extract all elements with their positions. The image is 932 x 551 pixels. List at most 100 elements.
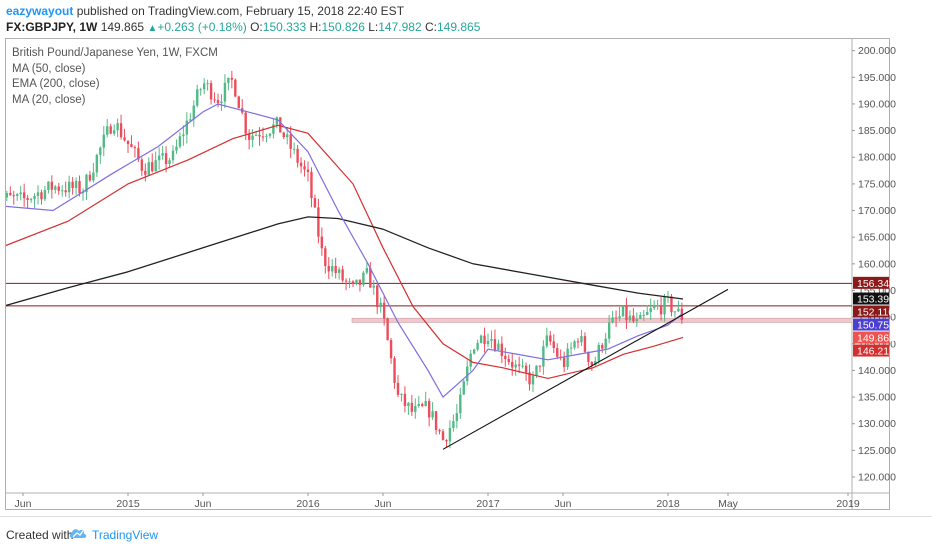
candle-up — [649, 308, 652, 313]
candle-down — [632, 315, 635, 322]
candle-up — [673, 311, 677, 313]
candle-down — [483, 335, 486, 345]
price-label-text: 152.110 — [857, 307, 894, 319]
price-label-text: 149.865 — [857, 333, 895, 345]
publish-info: eazywayout published on TradingView.com,… — [6, 4, 404, 18]
open-label: O: — [250, 20, 263, 34]
x-tick-label: 2018 — [656, 498, 680, 510]
candle-down — [524, 365, 528, 373]
candle-up — [189, 119, 192, 121]
candle-up — [85, 174, 88, 193]
candle-down — [587, 351, 590, 362]
candle-up — [607, 322, 611, 339]
low-label: L: — [368, 20, 379, 34]
candle-down — [341, 269, 344, 281]
y-tick-label: 190.000 — [858, 98, 896, 110]
candle-up — [251, 135, 254, 140]
candle-down — [133, 147, 137, 149]
series-line-ma50 — [6, 124, 684, 380]
candle-down — [445, 440, 448, 442]
candle-down — [334, 266, 337, 274]
candle-down — [234, 79, 237, 97]
high-label: H: — [309, 20, 322, 34]
tradingview-cloud-icon[interactable] — [68, 526, 88, 547]
candle-up — [154, 160, 157, 172]
y-tick-label: 185.000 — [858, 125, 896, 137]
candle-down — [327, 265, 330, 272]
y-tick-label: 125.000 — [858, 445, 896, 457]
candle-up — [29, 199, 33, 201]
candle-up — [192, 105, 195, 120]
candle-down — [504, 355, 507, 359]
candle-up — [348, 281, 351, 283]
candle-down — [306, 169, 310, 173]
candle-down — [12, 195, 15, 197]
candle-up — [656, 305, 659, 307]
candle-down — [216, 100, 220, 104]
candle-down — [528, 372, 531, 385]
symbol-label: FX:GBPJPY, 1W — [6, 20, 98, 34]
price-label-text: 150.751 — [857, 320, 895, 332]
candle-down — [562, 357, 566, 368]
candle-up — [407, 402, 410, 407]
price-chart[interactable]: 120.000125.000130.000135.000140.000145.0… — [0, 0, 932, 515]
candle-up — [292, 148, 296, 150]
candle-up — [545, 335, 549, 347]
candle-up — [2, 197, 4, 200]
candle-up — [272, 124, 275, 134]
candle-up — [6, 193, 9, 198]
candle-down — [317, 207, 320, 237]
candle-up — [635, 318, 639, 322]
candle-down — [320, 236, 324, 249]
candle-up — [646, 312, 649, 315]
price-label-box — [853, 318, 889, 331]
candle-down — [538, 365, 542, 367]
candle-down — [344, 280, 348, 282]
y-tick-label: 165.000 — [858, 232, 896, 244]
candle-down — [126, 140, 130, 145]
candle-up — [227, 77, 230, 83]
candle-up — [365, 268, 369, 273]
candle-up — [379, 302, 382, 308]
candle-down — [403, 393, 407, 407]
y-tick-label: 120.000 — [858, 472, 896, 484]
candle-down — [438, 430, 441, 432]
price-label-text: 153.396 — [857, 294, 895, 306]
legend-title: British Pound/Japanese Yen, 1W, FXCM — [12, 47, 218, 59]
candle-up — [604, 338, 607, 349]
candle-down — [109, 126, 112, 134]
y-tick-label: 130.000 — [858, 418, 896, 430]
price-label-box — [853, 292, 889, 305]
candle-down — [151, 162, 154, 172]
candle-up — [569, 347, 573, 349]
candle-down — [164, 153, 168, 165]
candle-up — [112, 130, 116, 134]
candle-down — [282, 132, 285, 137]
plot-area — [2, 70, 852, 450]
legend-ma20[interactable]: MA (20, close) — [12, 93, 86, 106]
x-tick-label: Jun — [375, 498, 392, 510]
legend-ma50[interactable]: MA (50, close) — [12, 62, 86, 75]
candle-down — [78, 181, 81, 194]
candle-down — [209, 83, 213, 100]
candle-up — [466, 366, 469, 382]
tradingview-brand-link[interactable]: TradingView — [92, 528, 159, 542]
candle-down — [493, 339, 497, 351]
candle-up — [182, 134, 185, 137]
author-link[interactable]: eazywayout — [6, 4, 74, 18]
candle-down — [313, 198, 317, 208]
candle-up — [414, 405, 417, 412]
legend-ema200[interactable]: EMA (200, close) — [12, 78, 100, 90]
candle-up — [337, 269, 341, 274]
candle-up — [268, 133, 272, 136]
candle-up — [147, 162, 150, 175]
candle-up — [254, 134, 258, 136]
close-label: C: — [424, 20, 437, 34]
candle-down — [144, 170, 147, 175]
candle-down — [421, 404, 424, 407]
candle-up — [514, 364, 517, 368]
candle-down — [64, 190, 67, 193]
candle-down — [670, 296, 673, 313]
candle-up — [490, 339, 493, 341]
candle-down — [507, 358, 510, 363]
